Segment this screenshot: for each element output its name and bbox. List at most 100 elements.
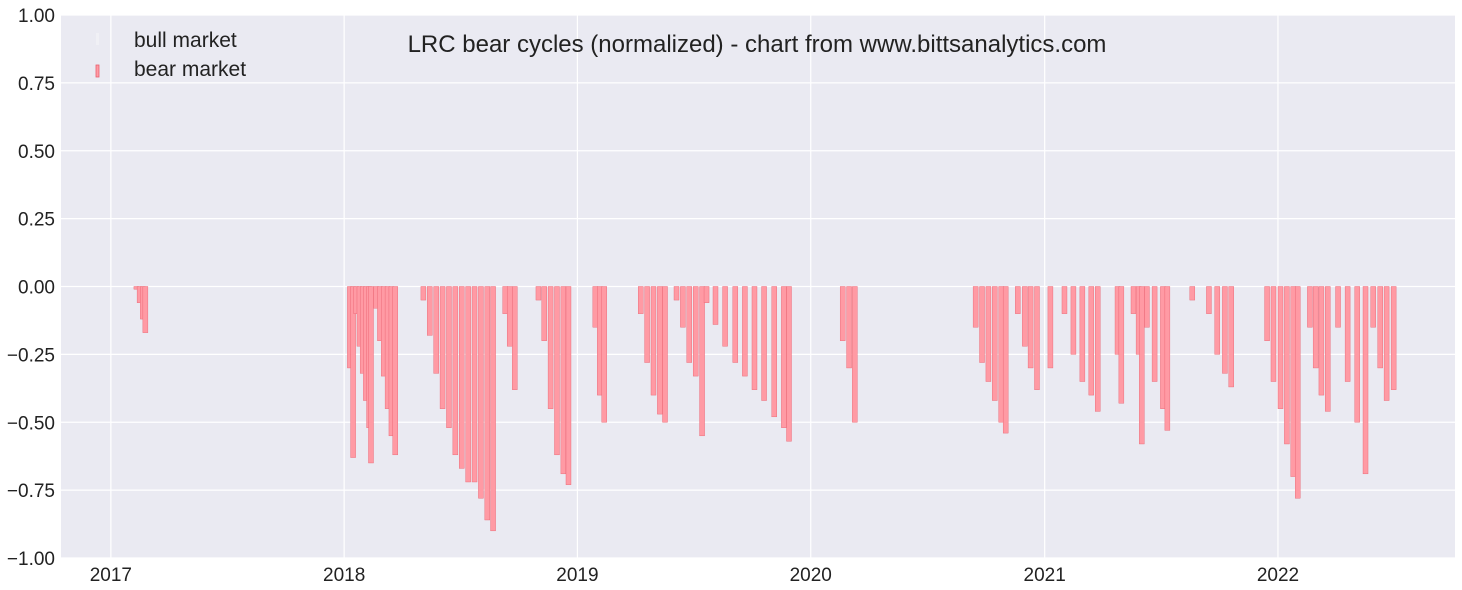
y-tick-label: −0.25 xyxy=(7,345,55,366)
bear-market-bar xyxy=(786,286,792,442)
bear-market-bar xyxy=(1189,286,1196,301)
legend-swatch-bull xyxy=(96,33,99,45)
bear-market-bar xyxy=(1335,286,1341,328)
bear-market-bar xyxy=(644,286,650,363)
x-tick-label: 2019 xyxy=(556,565,598,586)
bear-market-bar xyxy=(852,286,858,423)
bear-market-bar xyxy=(1047,286,1054,369)
bear-market-bar xyxy=(1312,286,1319,369)
x-tick-label: 2021 xyxy=(1024,565,1066,586)
bear-market-bar xyxy=(1151,286,1158,382)
x-tick-label: 2017 xyxy=(90,565,132,586)
bear-market-bar xyxy=(535,286,542,301)
bear-market-bar xyxy=(1390,286,1397,390)
bear-market-bar xyxy=(1383,286,1390,401)
bear-market-bar xyxy=(502,286,508,314)
bear-market-bar xyxy=(1015,286,1021,314)
bear-market-bars xyxy=(133,286,1397,532)
bear-market-bar xyxy=(484,286,491,521)
bear-market-bar xyxy=(771,286,777,418)
x-tick-label: 2020 xyxy=(790,565,832,586)
bear-market-bar xyxy=(1070,286,1077,355)
bear-market-bar xyxy=(554,286,560,456)
bear-market-bar xyxy=(368,286,374,464)
bear-market-bar xyxy=(142,286,149,333)
bear-market-bar xyxy=(459,286,465,469)
bear-market-bar xyxy=(979,286,985,363)
y-tick-label: 0.75 xyxy=(18,74,55,95)
bear-market-bar xyxy=(1284,286,1290,445)
y-tick-label: 0.50 xyxy=(18,142,55,163)
bear-market-bar xyxy=(742,286,748,377)
bear-market-bar xyxy=(433,286,439,374)
x-tick-label: 2022 xyxy=(1257,565,1299,586)
bear-market-bar xyxy=(1307,286,1313,328)
bear-market-bar xyxy=(985,286,992,382)
bear-market-bar xyxy=(638,286,644,314)
bear-market-bar xyxy=(471,286,478,483)
bear-market-bar xyxy=(686,286,692,363)
bear-market-bar xyxy=(722,286,728,347)
bear-market-bar xyxy=(761,286,767,401)
bear-market-bar xyxy=(680,286,686,328)
bear-market-bar xyxy=(1034,286,1040,390)
bear-market-bar xyxy=(1295,286,1301,499)
bear-market-bar xyxy=(1002,286,1009,434)
bear-market-bar xyxy=(1061,286,1068,314)
bear-market-bar xyxy=(657,286,663,415)
bear-market-bar xyxy=(972,286,979,328)
bear-market-bar xyxy=(1370,286,1376,328)
bear-market-bar xyxy=(1344,286,1351,382)
bear-market-bar xyxy=(1362,286,1369,475)
bear-market-bar xyxy=(699,286,705,437)
bear-market-bar xyxy=(601,286,607,423)
bear-market-bar xyxy=(465,286,471,483)
bear-market-bar xyxy=(427,286,433,336)
bear-market-bar xyxy=(712,286,719,325)
legend: bull market bear market xyxy=(95,29,246,81)
legend-swatch-bear xyxy=(95,64,100,78)
bear-market-bar xyxy=(839,286,846,341)
bear-market-bar xyxy=(1277,286,1284,409)
bear-market-bar xyxy=(1264,286,1270,341)
bear-market-bar xyxy=(439,286,446,409)
bear-market-bar xyxy=(1130,286,1137,314)
bear-market-bar xyxy=(560,286,567,475)
y-axis-ticks: −1.00 −0.75 −0.50 −0.25 0.00 0.25 0.50 0.75 1.00 xyxy=(7,6,55,570)
chart-title: LRC bear cycles (normalized) - chart fro… xyxy=(408,31,1107,58)
bear-market-bar xyxy=(751,286,758,390)
bear-market-bar xyxy=(1377,286,1383,369)
bear-market-bar xyxy=(1118,286,1125,404)
bear-market-bar xyxy=(662,286,668,423)
bear-market-bar xyxy=(420,286,427,301)
bear-market-bar xyxy=(446,286,452,428)
bear-market-bar xyxy=(541,286,547,341)
bear-market-bar xyxy=(490,286,496,532)
legend-label-bear: bear market xyxy=(134,58,246,81)
y-tick-label: −0.50 xyxy=(7,413,55,434)
bear-market-bar xyxy=(846,286,852,369)
bear-market-bar xyxy=(1214,286,1220,355)
bear-market-bar xyxy=(732,286,739,363)
bear-market-bar xyxy=(1144,286,1150,328)
bear-market-bar xyxy=(998,286,1004,423)
bear-market-bar xyxy=(992,286,998,401)
bear-market-bar xyxy=(392,286,398,456)
x-axis-ticks: 2017 2018 2019 2020 2021 2022 xyxy=(90,565,1299,586)
bear-market-bar xyxy=(1325,286,1331,412)
bear-market-bar xyxy=(1164,286,1171,431)
y-tick-label: 1.00 xyxy=(18,6,55,27)
bear-market-bar xyxy=(703,286,710,303)
bear-market-bar xyxy=(1228,286,1234,388)
bear-market-bar xyxy=(452,286,459,456)
legend-label-bull: bull market xyxy=(134,29,237,52)
bear-market-bar xyxy=(1027,286,1034,369)
bear-market-bar xyxy=(1022,286,1028,347)
bear-market-bar xyxy=(1079,286,1086,382)
bear-market-bar xyxy=(506,286,513,347)
bear-market-bar xyxy=(1354,286,1360,423)
bear-market-bar xyxy=(673,286,680,301)
y-tick-label: 0.25 xyxy=(18,210,55,231)
x-tick-label: 2018 xyxy=(323,565,365,586)
